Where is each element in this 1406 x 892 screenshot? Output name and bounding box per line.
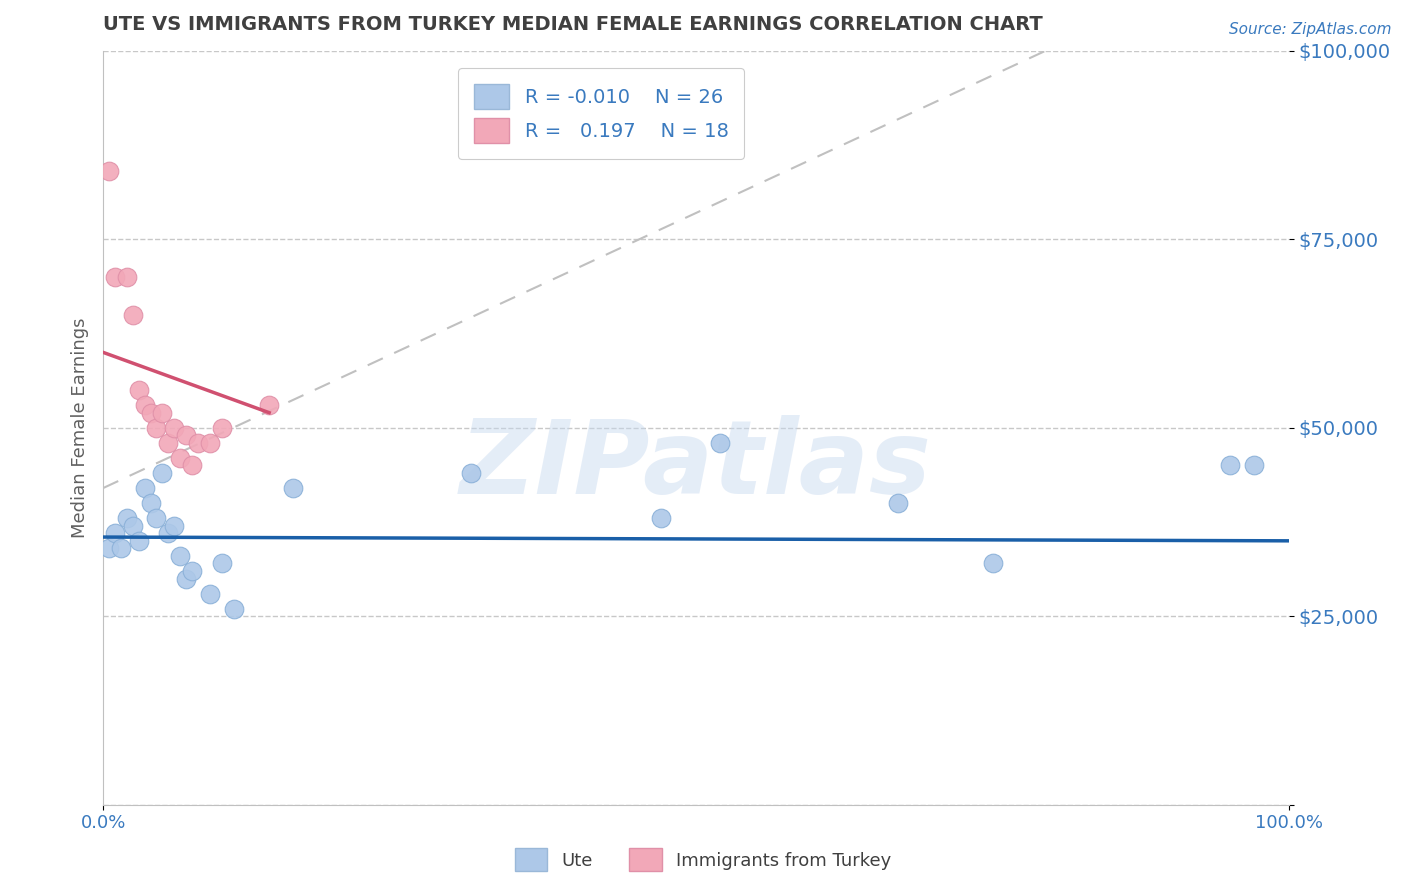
Point bbox=[163, 421, 186, 435]
Point bbox=[128, 533, 150, 548]
Point bbox=[222, 601, 245, 615]
Point bbox=[139, 406, 162, 420]
Point bbox=[152, 466, 174, 480]
Point bbox=[157, 526, 180, 541]
Point bbox=[174, 428, 197, 442]
Point bbox=[1219, 458, 1241, 473]
Point bbox=[181, 564, 204, 578]
Point bbox=[187, 435, 209, 450]
Point bbox=[198, 586, 221, 600]
Point bbox=[650, 511, 672, 525]
Point bbox=[1243, 458, 1265, 473]
Point bbox=[98, 541, 121, 556]
Point bbox=[257, 398, 280, 412]
Point bbox=[128, 383, 150, 397]
Point bbox=[181, 458, 204, 473]
Point bbox=[134, 398, 156, 412]
Point bbox=[134, 481, 156, 495]
Point bbox=[121, 518, 143, 533]
Point bbox=[145, 421, 167, 435]
Point bbox=[115, 511, 138, 525]
Point bbox=[169, 450, 191, 465]
Point bbox=[121, 308, 143, 322]
Legend: R = -0.010    N = 26, R =   0.197    N = 18: R = -0.010 N = 26, R = 0.197 N = 18 bbox=[458, 68, 744, 159]
Point bbox=[174, 572, 197, 586]
Legend: Ute, Immigrants from Turkey: Ute, Immigrants from Turkey bbox=[508, 841, 898, 879]
Point bbox=[115, 270, 138, 285]
Point bbox=[709, 435, 731, 450]
Point bbox=[145, 511, 167, 525]
Text: ZIPatlas: ZIPatlas bbox=[460, 415, 932, 516]
Point bbox=[887, 496, 910, 510]
Point bbox=[163, 518, 186, 533]
Text: Source: ZipAtlas.com: Source: ZipAtlas.com bbox=[1229, 22, 1392, 37]
Point bbox=[157, 435, 180, 450]
Point bbox=[211, 421, 233, 435]
Point bbox=[98, 164, 121, 178]
Point bbox=[139, 496, 162, 510]
Point bbox=[169, 549, 191, 563]
Point bbox=[198, 435, 221, 450]
Text: UTE VS IMMIGRANTS FROM TURKEY MEDIAN FEMALE EARNINGS CORRELATION CHART: UTE VS IMMIGRANTS FROM TURKEY MEDIAN FEM… bbox=[103, 15, 1043, 34]
Point bbox=[460, 466, 482, 480]
Point bbox=[981, 557, 1004, 571]
Point bbox=[104, 270, 127, 285]
Point bbox=[211, 557, 233, 571]
Point bbox=[152, 406, 174, 420]
Point bbox=[110, 541, 132, 556]
Point bbox=[104, 526, 127, 541]
Y-axis label: Median Female Earnings: Median Female Earnings bbox=[72, 318, 89, 538]
Point bbox=[281, 481, 304, 495]
